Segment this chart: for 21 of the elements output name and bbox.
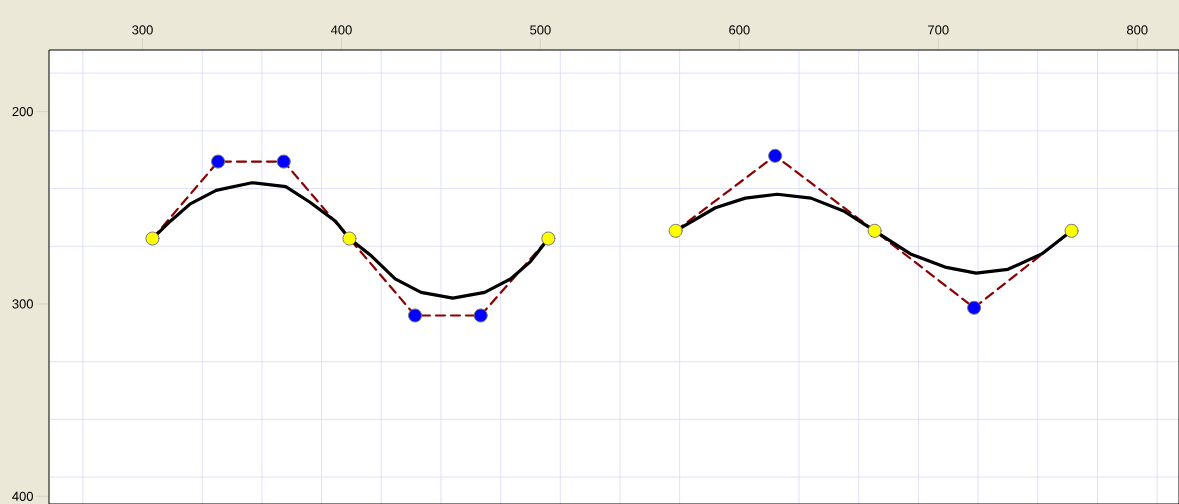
y-tick-label: 400: [12, 491, 33, 501]
x-tick-label: 300: [132, 25, 153, 35]
x-tick-label: 800: [1127, 25, 1148, 35]
point: [768, 148, 783, 163]
y-tick-label: 300: [12, 299, 33, 309]
point: [408, 308, 423, 323]
x-tick-label: 500: [530, 25, 551, 35]
y-tick-label: 200: [12, 106, 33, 117]
x-tick-label: 700: [928, 25, 949, 35]
point: [473, 308, 488, 323]
x-tick-label: 600: [729, 25, 750, 35]
point: [867, 223, 882, 238]
x-tick-label: 400: [330, 25, 352, 35]
point: [1064, 223, 1079, 238]
point: [145, 231, 160, 246]
point: [211, 154, 226, 169]
point: [276, 154, 291, 169]
point: [668, 223, 683, 238]
point: [342, 231, 357, 246]
point: [967, 300, 982, 315]
point: [541, 231, 556, 246]
